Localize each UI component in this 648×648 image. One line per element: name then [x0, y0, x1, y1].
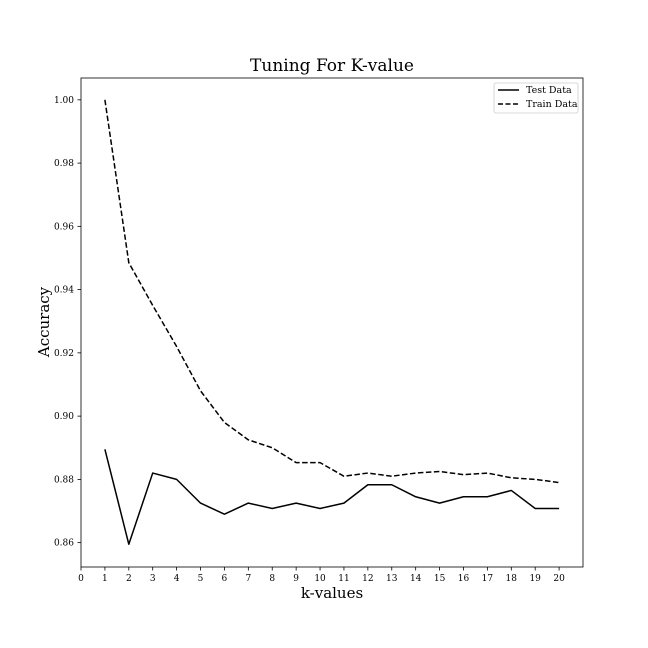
x-tick-label: 11 [338, 574, 349, 584]
y-tick-label: 0.90 [54, 412, 74, 422]
legend-label-test-data: Test Data [526, 85, 572, 96]
x-tick-label: 0 [78, 574, 84, 584]
x-tick-label: 12 [362, 574, 373, 584]
x-tick-label: 7 [245, 574, 251, 584]
y-tick-label: 1.00 [54, 96, 74, 106]
y-tick-label: 0.88 [54, 475, 74, 485]
series-layer [104, 99, 560, 545]
y-axis: 0.86 0.88 0.90 0.92 0.94 0.96 0.98 1.00 [54, 96, 81, 549]
x-tick-label: 3 [150, 574, 156, 584]
x-tick-label: 2 [126, 574, 132, 584]
y-tick-label: 0.86 [54, 539, 74, 549]
x-tick-label: 1 [102, 574, 108, 584]
x-tick-label: 16 [458, 574, 470, 584]
y-tick-label: 0.98 [54, 159, 74, 169]
y-tick-label: 0.94 [54, 286, 74, 296]
series-line-train-data [104, 99, 560, 484]
y-tick-label: 0.96 [54, 222, 74, 232]
x-axis: 0 1 2 3 4 5 6 7 8 9 10 11 12 13 14 15 16 17 18 19 20 [78, 567, 565, 584]
x-tick-label: 8 [269, 574, 275, 584]
x-tick-label: 20 [553, 574, 565, 584]
y-tick-label: 0.92 [54, 349, 74, 359]
legend-label-train-data: Train Data [526, 99, 578, 110]
x-tick-label: 15 [434, 574, 446, 584]
x-tick-label: 4 [174, 574, 180, 584]
chart-title: Tuning For K-value [250, 56, 414, 76]
x-tick-label: 9 [293, 574, 299, 584]
x-tick-label: 10 [314, 574, 326, 584]
x-tick-label: 18 [506, 574, 518, 584]
x-axis-label: k-values [301, 584, 363, 602]
y-axis-label: Accuracy [35, 286, 53, 358]
x-tick-label: 13 [386, 574, 398, 584]
plot-frame [80, 77, 584, 568]
x-tick-label: 5 [198, 574, 204, 584]
x-tick-label: 19 [529, 574, 541, 584]
series-line-test-data [104, 449, 560, 545]
legend: Test Data Train Data [493, 82, 579, 114]
x-tick-label: 17 [482, 574, 494, 584]
x-tick-label: 6 [222, 574, 228, 584]
x-tick-label: 14 [410, 574, 422, 584]
